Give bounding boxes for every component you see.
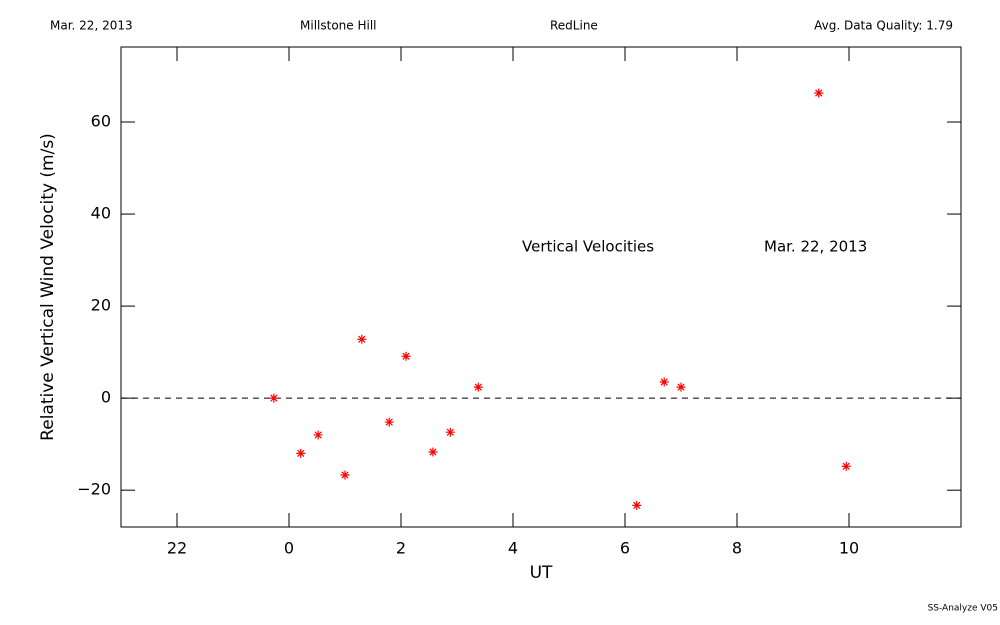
data-point — [445, 427, 455, 437]
y-tick-label: 60 — [91, 112, 111, 131]
footer: SS-Analyze V05 — [928, 604, 998, 614]
annotation: Mar. 22, 2013 — [764, 238, 867, 256]
data-point — [632, 500, 642, 510]
header-quality: Avg. Data Quality: 1.79 — [814, 19, 953, 33]
x-tick-label: 8 — [732, 539, 742, 558]
data-point — [384, 417, 394, 427]
data-point — [269, 393, 279, 403]
data-point — [676, 382, 686, 392]
data-point — [357, 334, 367, 344]
data-point — [340, 470, 350, 480]
data-point — [428, 447, 438, 457]
data-point — [814, 88, 824, 98]
header-site: Millstone Hill — [300, 19, 376, 33]
data-point — [401, 351, 411, 361]
header-date: Mar. 22, 2013 — [50, 19, 133, 33]
y-axis-label: Relative Vertical Wind Velocity (m/s) — [38, 133, 58, 441]
data-point — [659, 377, 669, 387]
y-tick-label: 40 — [91, 204, 111, 223]
data-point — [473, 382, 483, 392]
y-tick-label: 20 — [91, 296, 111, 315]
x-axis-label: UT — [530, 563, 553, 583]
data-point — [841, 461, 851, 471]
x-tick-label: 6 — [620, 539, 630, 558]
data-point — [313, 430, 323, 440]
y-tick-label: 0 — [101, 388, 111, 407]
y-tick-label: −20 — [77, 480, 111, 499]
annotation: Vertical Velocities — [522, 238, 654, 256]
x-tick-label: 2 — [396, 539, 406, 558]
header-channel: RedLine — [550, 19, 598, 33]
data-point — [296, 448, 306, 458]
x-tick-label: 4 — [508, 539, 518, 558]
x-tick-label: 22 — [167, 539, 187, 558]
x-tick-label: 10 — [839, 539, 859, 558]
x-tick-label: 0 — [284, 539, 294, 558]
plot-frame — [120, 46, 962, 528]
